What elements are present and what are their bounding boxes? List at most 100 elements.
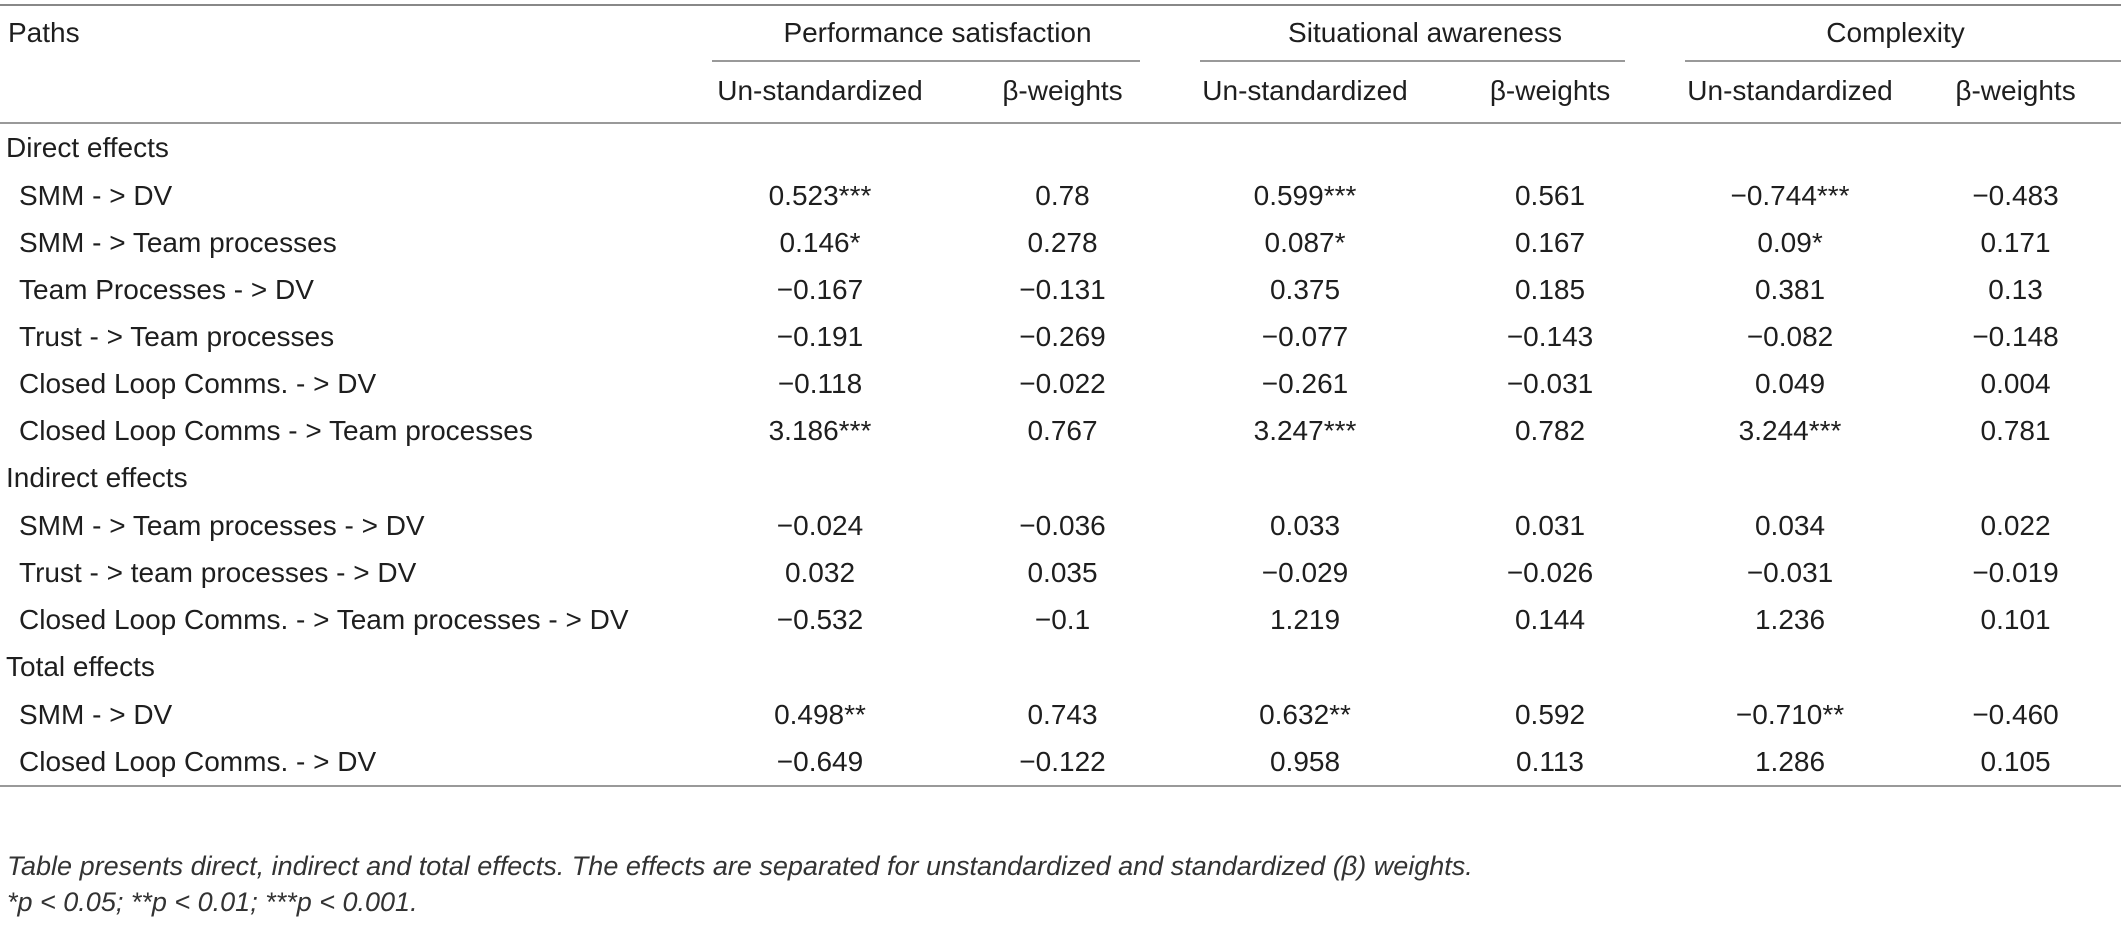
value-cx-unstd: 1.236 — [1754, 603, 1826, 635]
value-perf-unstd: 0.032 — [784, 556, 856, 588]
value-sa-beta: 0.561 — [1514, 179, 1586, 211]
table-row: SMM - > Team processes 0.146* 0.278 0.087* 0… — [0, 219, 2121, 266]
value-sa-unstd: 3.247*** — [1253, 414, 1357, 446]
path-label: Team Processes - > DV — [19, 273, 314, 305]
value-sa-beta: 0.185 — [1514, 273, 1586, 305]
group-header-complexity-label: Complexity — [1826, 17, 1965, 48]
value-perf-beta: −0.269 — [1019, 320, 1106, 352]
path-label: SMM - > DV — [19, 698, 173, 730]
value-sa-beta: 0.167 — [1514, 226, 1586, 258]
paths-header: Paths — [0, 4, 695, 60]
value-perf-unstd: −0.532 — [776, 603, 864, 635]
table-row: Closed Loop Comms - > Team processes 3.18… — [0, 407, 2121, 454]
value-perf-unstd: −0.024 — [776, 509, 864, 541]
value-cx-unstd: 3.244*** — [1738, 414, 1842, 446]
sub-header-perf-beta: β-weights — [945, 60, 1181, 124]
section-header-direct-effects: Direct effects — [0, 123, 2121, 172]
path-label: Closed Loop Comms. - > DV — [19, 367, 377, 399]
value-sa-unstd: 0.632** — [1259, 698, 1351, 730]
value-cx-unstd: −0.082 — [1746, 320, 1834, 352]
value-cx-unstd: 1.286 — [1670, 738, 1911, 787]
value-perf-beta: 0.767 — [1027, 414, 1098, 446]
group-header-performance: Performance satisfaction — [695, 4, 1181, 60]
value-sa-beta: 0.031 — [1514, 509, 1586, 541]
value-cx-beta: 0.171 — [1980, 226, 2051, 258]
sub-header-row: Un-standardized β-weights Un-standardize… — [0, 60, 2121, 124]
group-underline-performance — [712, 60, 1140, 62]
value-sa-beta: 0.113 — [1430, 738, 1671, 787]
results-table: Paths Performance satisfaction Situation… — [0, 4, 2121, 787]
table-note-description: Table presents direct, indirect and tota… — [7, 851, 1473, 881]
value-cx-beta: 0.13 — [1988, 273, 2043, 305]
value-perf-unstd: 0.498** — [774, 698, 866, 730]
table-row: Closed Loop Comms. - > DV −0.649 −0.122 0.9… — [0, 738, 2121, 787]
value-sa-unstd: 0.033 — [1269, 509, 1341, 541]
path-label: Closed Loop Comms. - > Team processes - … — [19, 603, 629, 635]
value-sa-unstd: −0.077 — [1261, 320, 1349, 352]
value-sa-unstd: 0.599*** — [1253, 179, 1357, 211]
group-underline-complexity — [1685, 60, 2121, 62]
value-perf-beta: 0.78 — [1035, 179, 1090, 211]
value-perf-unstd: −0.118 — [777, 367, 863, 399]
value-sa-unstd: 0.375 — [1269, 273, 1341, 305]
section-header-total-effects: Total effects — [0, 643, 2121, 691]
group-header-situational-label: Situational awareness — [1288, 17, 1562, 48]
value-cx-unstd: 0.381 — [1754, 273, 1826, 305]
table-row: Trust - > Team processes −0.191 −0.269 −0.0… — [0, 313, 2121, 360]
value-sa-unstd: −0.029 — [1261, 556, 1349, 588]
value-sa-unstd: 0.958 — [1180, 738, 1431, 787]
table-row: SMM - > DV 0.498** 0.743 0.632** 0.592 −0.710… — [0, 691, 2121, 738]
value-perf-unstd: −0.191 — [776, 320, 864, 352]
value-sa-beta: 0.782 — [1514, 414, 1586, 446]
value-cx-beta: −0.460 — [1972, 698, 2059, 730]
section-header-indirect-effects: Indirect effects — [0, 454, 2121, 502]
value-cx-unstd: 0.049 — [1754, 367, 1826, 399]
sub-header-sa-beta: β-weights — [1430, 60, 1671, 124]
value-perf-beta: 0.035 — [1027, 556, 1098, 588]
table-body: Direct effects SMM - > DV 0.523*** 0.78 0.59… — [0, 123, 2121, 787]
value-cx-beta: 0.004 — [1980, 367, 2051, 399]
value-cx-beta: −0.148 — [1972, 320, 2059, 352]
value-perf-unstd: −0.167 — [776, 273, 864, 305]
path-label: SMM - > Team processes — [19, 226, 337, 258]
value-perf-beta: −0.036 — [1019, 509, 1106, 541]
sub-header-spacer — [0, 60, 695, 124]
table-row: SMM - > Team processes - > DV −0.024 −0.03… — [0, 502, 2121, 549]
value-cx-beta: 0.105 — [1910, 738, 2121, 787]
value-cx-beta: −0.483 — [1972, 179, 2059, 211]
table-row: Closed Loop Comms. - > DV −0.118 −0.022 −0.… — [0, 360, 2121, 407]
table-note-significance: *p < 0.05; **p < 0.01; ***p < 0.001. — [7, 887, 418, 917]
value-cx-unstd: 0.034 — [1754, 509, 1826, 541]
sub-header-cx-beta: β-weights — [1910, 60, 2121, 124]
group-header-situational: Situational awareness — [1180, 4, 1671, 60]
group-header-row: Paths Performance satisfaction Situation… — [0, 4, 2121, 60]
path-label: Trust - > Team processes — [19, 320, 335, 352]
value-perf-unstd: 3.186*** — [768, 414, 872, 446]
path-label: Trust - > team processes - > DV — [19, 556, 417, 588]
table-row: Trust - > team processes - > DV 0.032 0.03… — [0, 549, 2121, 596]
sub-header-cx-unstd: Un-standardized — [1670, 60, 1911, 124]
value-cx-beta: 0.101 — [1980, 603, 2051, 635]
value-sa-beta: 0.592 — [1514, 698, 1586, 730]
value-perf-unstd: −0.649 — [695, 738, 945, 787]
value-cx-beta: 0.781 — [1980, 414, 2051, 446]
value-perf-beta: −0.1 — [1034, 603, 1091, 635]
value-perf-unstd: 0.146* — [779, 226, 861, 258]
value-perf-beta: −0.122 — [945, 738, 1181, 787]
path-label: Closed Loop Comms. - > DV — [0, 738, 695, 787]
value-sa-unstd: −0.261 — [1261, 367, 1349, 399]
value-cx-unstd: −0.031 — [1746, 556, 1834, 588]
value-sa-beta: −0.031 — [1506, 367, 1594, 399]
section-title: Total effects — [6, 651, 155, 682]
section-title: Direct effects — [6, 132, 169, 163]
value-perf-unstd: 0.523*** — [768, 179, 872, 211]
group-header-performance-label: Performance satisfaction — [783, 17, 1092, 48]
sub-header-perf-unstd: Un-standardized — [695, 60, 945, 124]
value-perf-beta: 0.278 — [1027, 226, 1098, 258]
value-cx-unstd: 0.09* — [1757, 226, 1823, 258]
value-sa-beta: −0.026 — [1506, 556, 1594, 588]
value-sa-beta: 0.144 — [1514, 603, 1586, 635]
value-perf-beta: −0.131 — [1019, 273, 1106, 305]
path-label: SMM - > DV — [19, 179, 173, 211]
table-notes: Table presents direct, indirect and tota… — [7, 848, 1473, 920]
